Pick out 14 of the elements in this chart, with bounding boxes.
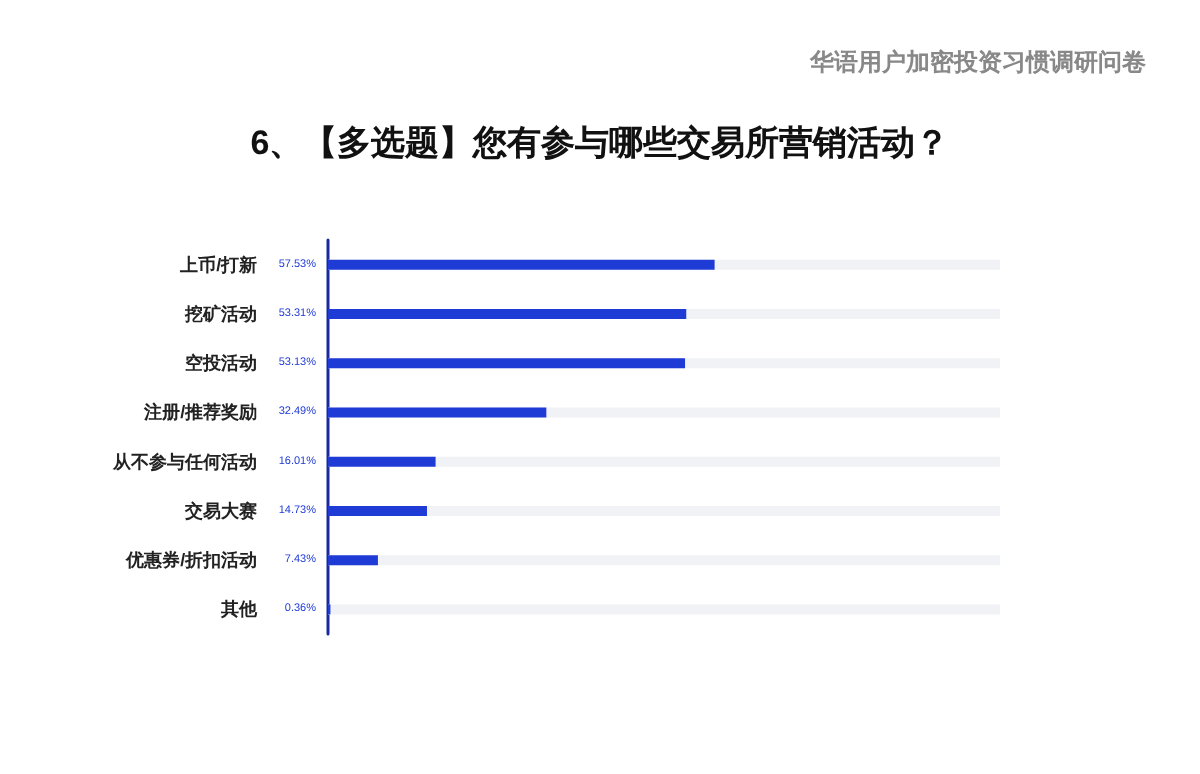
bar (328, 407, 547, 418)
bar (328, 555, 378, 566)
y-tick-label: 空投活动 (185, 353, 258, 374)
y-tick-label: 优惠券/折扣活动 (124, 550, 258, 571)
y-tick-label: 交易大赛 (183, 500, 258, 521)
y-tick-label: 上币/打新 (178, 254, 258, 275)
chart-subtitle: 华语用户加密投资习惯调研问卷 (808, 48, 1146, 76)
bar (328, 505, 427, 516)
chart-title: 6、【多选题】您有参与哪些交易所营销活动？ (250, 124, 950, 162)
y-tick-label: 其他 (219, 599, 260, 620)
bar (328, 456, 436, 467)
y-tick-label: 注册/推荐奖励 (142, 402, 258, 423)
y-tick-label: 挖矿活动 (183, 303, 258, 324)
y-tick-label: 从不参与任何活动 (111, 451, 258, 472)
